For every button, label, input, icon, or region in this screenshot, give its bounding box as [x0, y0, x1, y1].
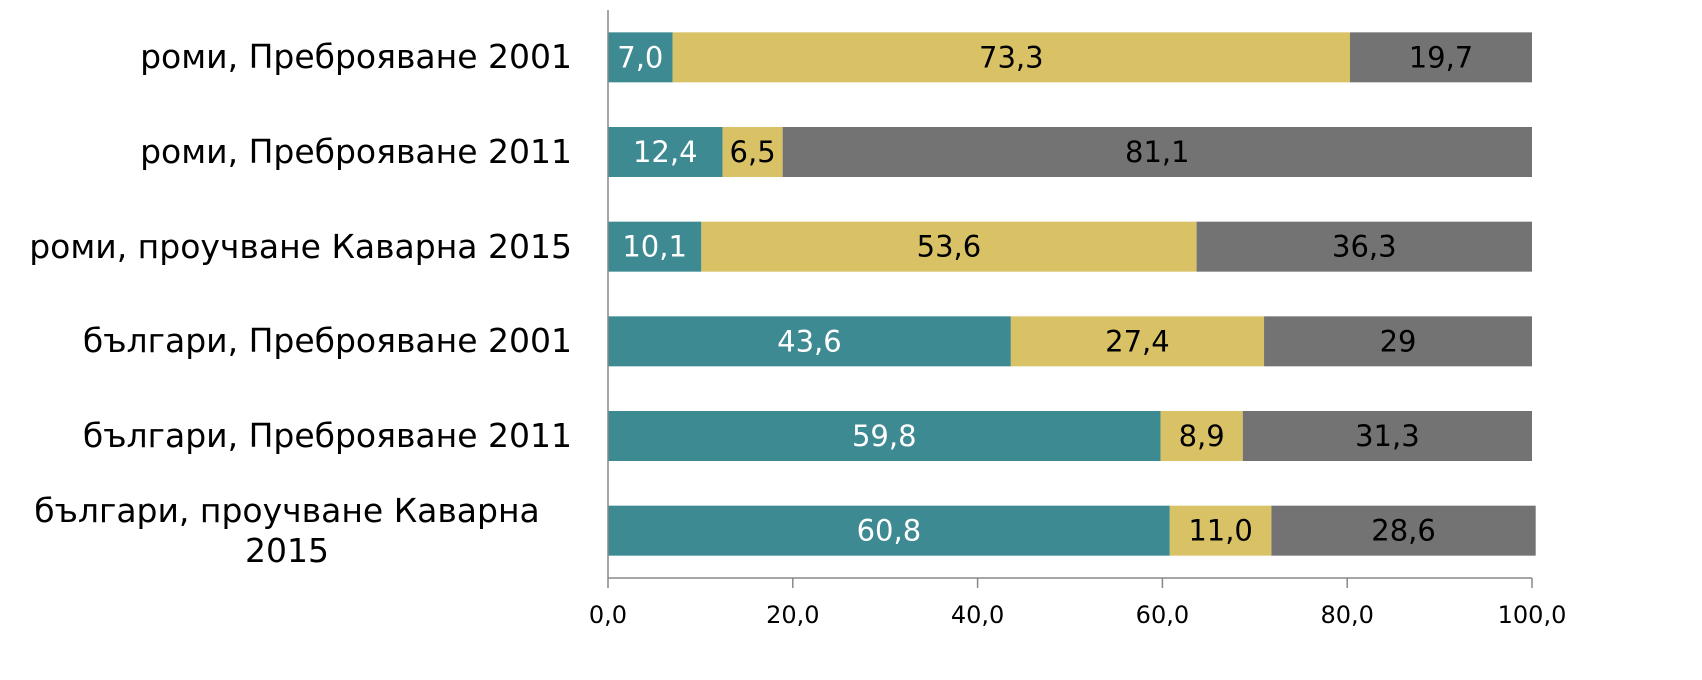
bar-segment — [608, 32, 673, 83]
x-tick-label: 20,0 — [766, 601, 819, 629]
category-label: българи, Преброяване 2001 — [82, 321, 572, 361]
value-label: 11,0 — [1188, 514, 1253, 548]
bar-segment — [608, 221, 702, 272]
category-label: роми, проучване Каварна 2015 — [29, 226, 572, 266]
bar-segment — [1349, 32, 1532, 83]
value-label: 43,6 — [777, 324, 842, 358]
value-label: 19,7 — [1409, 40, 1474, 74]
value-label: 12,4 — [633, 135, 698, 169]
bar-segment — [782, 127, 1532, 177]
value-label: 53,6 — [917, 230, 982, 264]
bar-segment — [608, 505, 1170, 556]
value-label: 28,6 — [1371, 514, 1436, 548]
bar-segment — [1169, 505, 1272, 556]
bar-segment — [672, 32, 1350, 83]
x-tick-label: 80,0 — [1320, 601, 1373, 629]
category-label: българи, проучване Каварна 2015 — [34, 490, 540, 570]
bar-segment — [608, 316, 1011, 367]
bar-segment — [1010, 316, 1265, 367]
x-tick-label: 0,0 — [589, 601, 627, 629]
bar-segment — [1271, 505, 1536, 556]
value-label: 29 — [1380, 324, 1417, 358]
value-label: 7,0 — [617, 40, 663, 74]
value-label: 36,3 — [1332, 230, 1397, 264]
bar-segment — [1242, 411, 1532, 461]
value-label: 27,4 — [1105, 324, 1170, 358]
value-label: 60,8 — [857, 514, 922, 548]
category-label: роми, Преброяване 2011 — [140, 132, 572, 171]
category-label: българи, Преброяване 2011 — [82, 416, 572, 455]
bar-segment — [608, 411, 1161, 461]
value-label: 10,1 — [622, 230, 687, 264]
value-label: 73,3 — [979, 40, 1044, 74]
value-label: 59,8 — [852, 419, 917, 453]
bar-segment — [608, 127, 723, 177]
x-tick-label: 40,0 — [951, 601, 1004, 629]
value-label: 6,5 — [730, 135, 776, 169]
category-label: роми, Преброяване 2001 — [140, 37, 572, 77]
bar-segment — [1196, 221, 1532, 272]
bar-segment — [722, 127, 783, 177]
value-label: 81,1 — [1125, 135, 1190, 169]
x-tick-label: 100,0 — [1498, 601, 1567, 629]
bar-segment — [1160, 411, 1243, 461]
bar-segment — [1264, 316, 1532, 367]
bar-segment — [701, 221, 1197, 272]
x-tick-label: 60,0 — [1136, 601, 1189, 629]
value-label: 8,9 — [1179, 419, 1225, 453]
value-label: 31,3 — [1355, 419, 1420, 453]
